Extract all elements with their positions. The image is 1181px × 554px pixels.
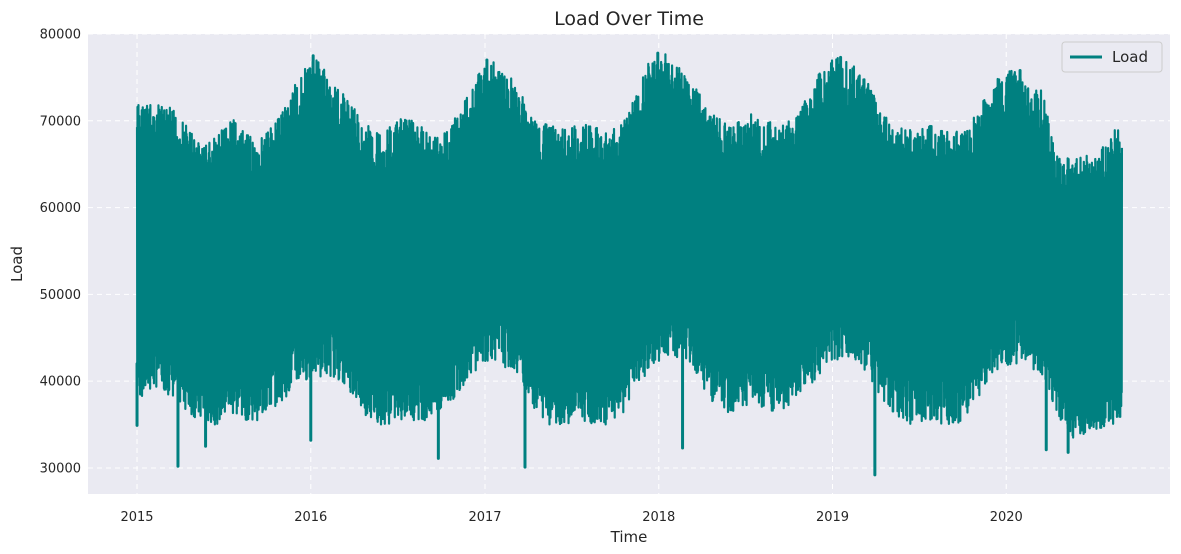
y-tick-label: 40000 <box>40 375 81 390</box>
x-tick-label: 2019 <box>816 510 849 525</box>
x-axis-label: Time <box>610 528 648 546</box>
y-tick-label: 30000 <box>40 461 81 476</box>
x-tick-label: 2020 <box>990 510 1023 525</box>
legend-label-load: Load <box>1112 48 1148 66</box>
x-tick-label: 2015 <box>120 510 153 525</box>
y-tick-label: 50000 <box>40 288 81 303</box>
x-tick-label: 2017 <box>468 510 501 525</box>
y-tick-label: 60000 <box>40 201 81 216</box>
y-axis-label: Load <box>8 246 26 282</box>
y-tick-label: 70000 <box>40 114 81 129</box>
x-tick-label: 2018 <box>642 510 675 525</box>
legend: Load <box>1062 42 1162 72</box>
chart-title: Load Over Time <box>554 8 704 30</box>
y-tick-label: 80000 <box>40 28 81 43</box>
x-tick-label: 2016 <box>294 510 327 525</box>
